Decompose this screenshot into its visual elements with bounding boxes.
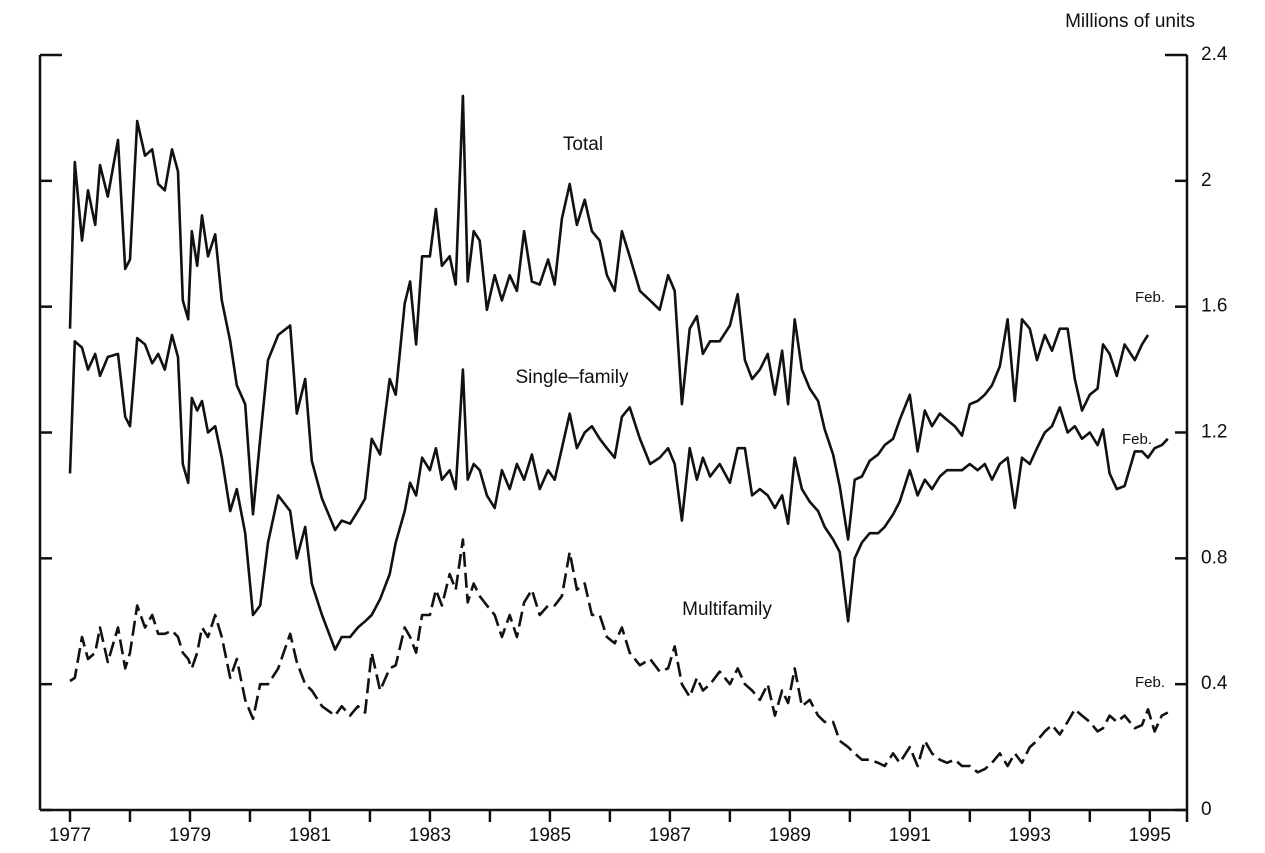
y-tick-label: 2.4 (1201, 44, 1228, 65)
x-tick-label: 1977 (49, 825, 91, 846)
x-tick-label: 1991 (889, 825, 931, 846)
x-tick-label: 1987 (649, 825, 691, 846)
x-tick-label: 1979 (169, 825, 211, 846)
annotation: Feb. (1135, 674, 1165, 691)
series-line (68, 94, 1150, 541)
series-line (68, 333, 1169, 651)
x-tick-label: 1981 (289, 825, 331, 846)
annotation: Single–family (516, 367, 629, 388)
y-tick-label: 1.2 (1201, 422, 1227, 443)
x-tick-label: 1989 (769, 825, 811, 846)
y-tick-label: 0.8 (1201, 547, 1227, 568)
annotation: Multifamily (682, 599, 772, 620)
annotation: Total (563, 134, 603, 155)
y-tick-label: 0.4 (1201, 673, 1228, 694)
series-line (69, 538, 1169, 774)
y-tick-label: 0 (1201, 799, 1212, 820)
x-tick-label: 1985 (529, 825, 571, 846)
annotation: Feb. (1122, 431, 1152, 448)
y-tick-label: 2 (1201, 170, 1212, 191)
annotation: Feb. (1135, 289, 1165, 306)
y-tick-label: 1.6 (1201, 296, 1227, 317)
axis-label: Millions of units (1065, 11, 1195, 32)
x-tick-label: 1993 (1009, 825, 1051, 846)
x-tick-label: 1983 (409, 825, 451, 846)
x-tick-label: 1995 (1129, 825, 1171, 846)
